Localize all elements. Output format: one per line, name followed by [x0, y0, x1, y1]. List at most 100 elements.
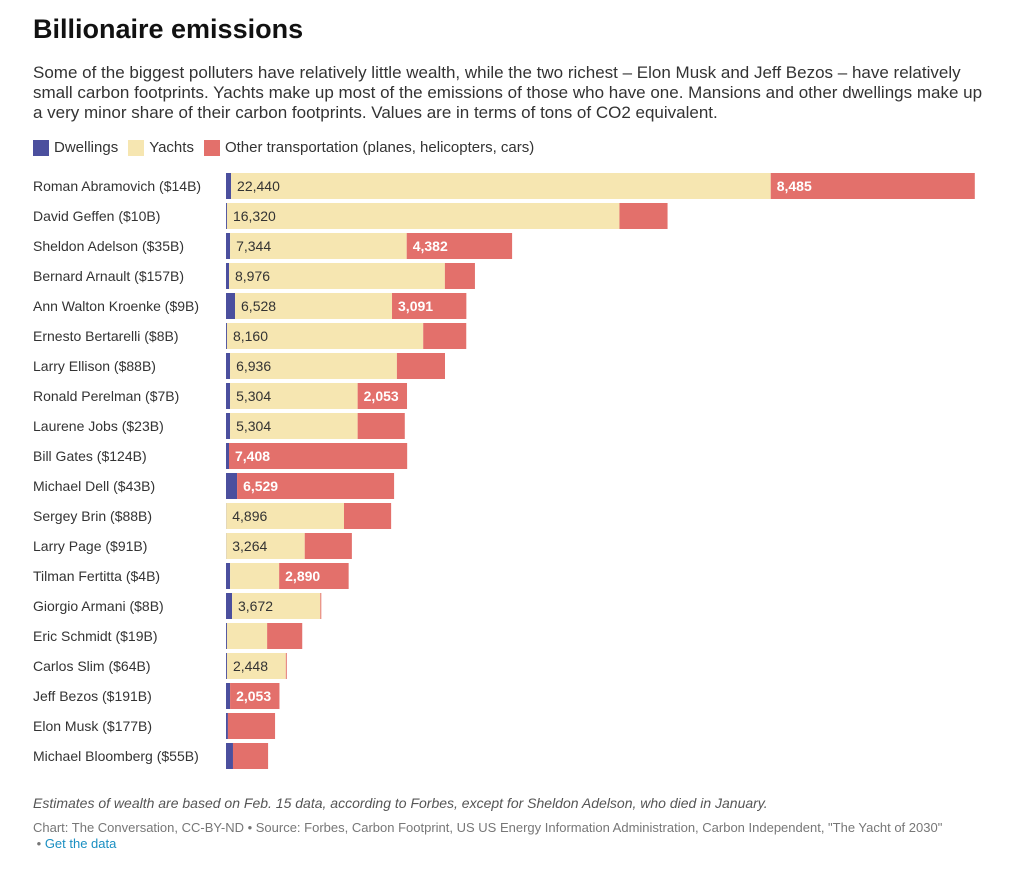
bar-segment-yachts: [230, 413, 358, 439]
chart-subtitle: Some of the biggest polluters have relat…: [33, 63, 983, 122]
bar-segment-yachts: [226, 503, 344, 529]
legend-swatch: [33, 139, 49, 156]
bar-segment-other: [230, 683, 280, 709]
bar-segment-yachts: [232, 593, 321, 619]
data-label: 16,320: [233, 208, 276, 224]
bar-segment-other: [279, 563, 349, 589]
data-label: 8,976: [235, 268, 270, 284]
legend-label: Dwellings: [54, 139, 119, 156]
bar-segment-yachts: [226, 623, 268, 649]
footnote: Estimates of wealth are based on Feb. 15…: [33, 795, 768, 811]
category-label: David Geffen ($10B): [33, 208, 160, 224]
data-label: 2,053: [364, 388, 399, 404]
data-label: 2,890: [285, 568, 320, 584]
data-label: 8,160: [233, 328, 268, 344]
bar-segment-dwellings: [226, 323, 227, 349]
bar-segment-other: [619, 203, 668, 229]
legend-label: Yachts: [149, 139, 194, 156]
bar-segment-dwellings: [226, 713, 228, 739]
bar-segment-other: [237, 473, 395, 499]
data-label: 6,529: [243, 478, 278, 494]
bar-segment-dwellings: [226, 383, 231, 409]
category-label: Ronald Perelman ($7B): [33, 388, 179, 404]
category-label: Carlos Slim ($64B): [33, 658, 150, 674]
legend: Dwellings Yachts Other transportation (p…: [33, 139, 534, 156]
bar-segment-dwellings: [226, 743, 233, 769]
bar-segment-dwellings: [226, 593, 233, 619]
bar-segment-dwellings: [226, 563, 231, 589]
data-label: 5,304: [236, 388, 271, 404]
bar-segment-dwellings: [226, 203, 227, 229]
data-label: 5,304: [236, 418, 271, 434]
bar-segment-dwellings: [226, 653, 227, 679]
category-label: Tilman Fertitta ($4B): [33, 568, 160, 584]
legend-item-yachts: Yachts: [128, 139, 194, 156]
data-label: 3,264: [232, 538, 267, 554]
bar-segment-dwellings: [226, 683, 231, 709]
bar-segment-other: [229, 443, 408, 469]
category-label: Larry Ellison ($88B): [33, 358, 156, 374]
data-label: 22,440: [237, 178, 280, 194]
data-label: 4,896: [232, 508, 267, 524]
category-label: Roman Abramovich ($14B): [33, 178, 201, 194]
bar-segment-dwellings: [226, 623, 227, 649]
bullet: •: [36, 836, 42, 851]
category-label: Giorgio Armani ($8B): [33, 598, 164, 614]
bar-segment-dwellings: [226, 473, 238, 499]
bar-segment-yachts: [230, 233, 407, 259]
data-label: 6,528: [241, 298, 276, 314]
category-label: Sheldon Adelson ($35B): [33, 238, 184, 254]
bar-segment-dwellings: [226, 293, 236, 319]
bar-segment-dwellings: [226, 173, 232, 199]
bar-segment-yachts: [231, 173, 771, 199]
data-label: 3,672: [238, 598, 273, 614]
data-label: 8,485: [777, 178, 812, 194]
category-label: Larry Page ($91B): [33, 538, 147, 554]
category-label: Bernard Arnault ($157B): [33, 268, 184, 284]
category-label: Ernesto Bertarelli ($8B): [33, 328, 179, 344]
bar-segment-other: [392, 293, 467, 319]
category-label: Jeff Bezos ($191B): [33, 688, 152, 704]
legend-label: Other transportation (planes, helicopter…: [224, 139, 535, 156]
category-label: Bill Gates ($124B): [33, 448, 147, 464]
bar-segment-yachts: [235, 293, 393, 319]
bar-segment-yachts: [226, 323, 424, 349]
bar-segment-yachts: [226, 203, 620, 229]
bar-segment-yachts: [229, 263, 445, 289]
bar-segment-other: [285, 653, 287, 679]
source-line: Chart: The Conversation, CC-BY-ND • Sour…: [33, 820, 993, 852]
legend-swatch: [128, 139, 145, 156]
legend-swatch: [203, 139, 220, 156]
bar-segment-other: [357, 413, 405, 439]
bar-segment-other: [304, 533, 352, 559]
bar-segment-other: [267, 623, 303, 649]
bar-segment-dwellings: [226, 413, 231, 439]
bar-segment-other: [343, 503, 392, 529]
legend-item-dwellings: Dwellings: [33, 139, 118, 156]
bar-segment-yachts: [230, 383, 358, 409]
bar-segment-other: [444, 263, 475, 289]
bar-segment-yachts: [226, 653, 286, 679]
bar-segment-yachts: [230, 563, 280, 589]
bar-segment-other: [423, 323, 467, 349]
bar-segment-dwellings: [226, 353, 231, 379]
category-label: Elon Musk ($177B): [33, 718, 152, 734]
bar-segment-dwellings: [226, 263, 230, 289]
get-data-link[interactable]: Get the data: [44, 836, 117, 851]
bar-segment-other: [232, 743, 269, 769]
bar-segment-yachts: [226, 533, 305, 559]
legend-item-other-transportation: Other transportation (planes, helicopter…: [203, 139, 535, 156]
category-label: Laurene Jobs ($23B): [33, 418, 164, 434]
data-label: 7,408: [235, 448, 270, 464]
bar-segment-other: [396, 353, 445, 379]
data-label: 2,448: [233, 658, 268, 674]
bar-segment-dwellings: [226, 443, 230, 469]
category-label: Eric Schmidt ($19B): [33, 628, 157, 644]
data-label: 6,936: [236, 358, 271, 374]
bar-segment-other: [406, 233, 513, 259]
bar-segment-other: [320, 593, 322, 619]
chart-title: Billionaire emissions: [33, 14, 304, 44]
data-label: 3,091: [398, 298, 433, 314]
bar-segment-yachts: [230, 353, 397, 379]
data-label: 7,344: [236, 238, 271, 254]
